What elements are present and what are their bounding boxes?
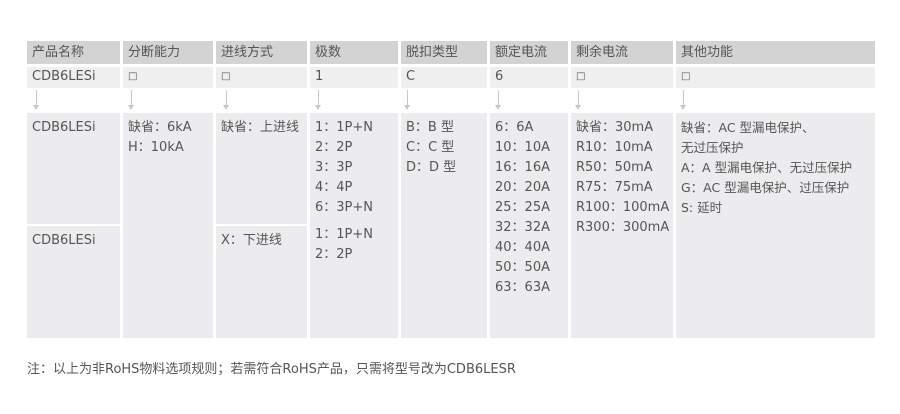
option: 6：3P+N [315, 200, 373, 215]
option: 25：25A [495, 200, 550, 215]
product-name: CDB6LESi [32, 233, 96, 248]
code-residual-current: □ [571, 67, 673, 88]
option: 4：4P [315, 180, 353, 195]
option: 3：3P [315, 160, 353, 175]
option: 缺省：30mA [576, 120, 654, 135]
header-breaking-capacity: 分断能力 [123, 41, 213, 64]
wiring-cell: X：下进线 [216, 226, 307, 338]
code-rated-current: 6 [490, 67, 568, 88]
rated-current-cell: 6：6A 10：10A 16：16A 20：20A 25：25A 32：32A … [490, 113, 568, 338]
product-name-cell: CDB6LESi [27, 113, 120, 224]
down-arrow-icon [315, 90, 321, 110]
header-rated-current: 额定电流 [490, 41, 568, 64]
option: 63：63A [495, 280, 550, 295]
option: 6：6A [495, 120, 534, 135]
option: S: 延时 [681, 200, 723, 215]
down-arrow-icon [680, 90, 686, 110]
option: 1：1P+N [315, 120, 373, 135]
option: 20：20A [495, 180, 550, 195]
down-arrow-icon [495, 90, 501, 110]
option: R10：10mA [576, 140, 653, 155]
code-poles: 1 [310, 67, 398, 88]
option: H：10kA [128, 140, 184, 155]
option: 32：32A [495, 220, 550, 235]
code-trip-type: C [401, 67, 487, 88]
header-poles: 极数 [310, 41, 398, 64]
option: 2：2P [315, 247, 353, 262]
product-name: CDB6LESi [32, 120, 96, 135]
option: 无过压保护 [681, 140, 744, 155]
option: G：AC 型漏电保护、过压保护 [681, 180, 850, 195]
option: 缺省：AC 型漏电保护、 [681, 120, 815, 135]
down-arrow-icon [404, 90, 410, 110]
down-arrow-icon [575, 90, 581, 110]
code-wiring: □ [216, 67, 307, 88]
header-other-functions: 其他功能 [676, 41, 875, 64]
product-name-cell: CDB6LESi [27, 226, 120, 338]
wiring-cell: 缺省：上进线 [216, 113, 307, 224]
code-breaking-capacity: □ [123, 67, 213, 88]
down-arrow-icon [128, 90, 134, 110]
option: 40：40A [495, 240, 550, 255]
option: 16：16A [495, 160, 550, 175]
code-product-name: CDB6LESi [27, 67, 120, 88]
residual-current-cell: 缺省：30mA R10：10mA R50：50mA R75：75mA R100：… [571, 113, 673, 338]
down-arrow-icon [223, 90, 229, 110]
footnote: 注：以上为非RoHS物料选项规则；若需符合RoHS产品，只需将型号改为CDB6L… [27, 362, 516, 377]
header-residual-current: 剩余电流 [571, 41, 673, 64]
option: 1：1P+N [315, 227, 373, 242]
down-arrow-icon [33, 90, 39, 110]
option: R100：100mA [576, 200, 670, 215]
option: 缺省：6kA [128, 120, 192, 135]
trip-type-cell: B：B 型 C：C 型 D：D 型 [401, 113, 487, 338]
option: R300：300mA [576, 220, 670, 235]
poles-cell: 1：1P+N 2：2P 3：3P 4：4P 6：3P+N 1：1P+N 2：2P [310, 113, 398, 338]
other-functions-cell: 缺省：AC 型漏电保护、 无过压保护 A：A 型漏电保护、无过压保护 G：AC … [676, 113, 875, 338]
option: 10：10A [495, 140, 550, 155]
option: X：下进线 [221, 233, 282, 248]
option: D：D 型 [406, 160, 457, 175]
option: A：A 型漏电保护、无过压保护 [681, 160, 853, 175]
header-product-name: 产品名称 [27, 41, 120, 64]
code-other-functions: □ [676, 67, 875, 88]
option: C：C 型 [406, 140, 455, 155]
option: 2：2P [315, 140, 353, 155]
option: 50：50A [495, 260, 550, 275]
option: 缺省：上进线 [221, 120, 300, 135]
header-wiring: 进线方式 [216, 41, 307, 64]
option: R75：75mA [576, 180, 653, 195]
breaking-capacity-cell: 缺省：6kA H：10kA [123, 113, 213, 338]
header-trip-type: 脱扣类型 [401, 41, 487, 64]
option: R50：50mA [576, 160, 653, 175]
option: B：B 型 [406, 120, 454, 135]
